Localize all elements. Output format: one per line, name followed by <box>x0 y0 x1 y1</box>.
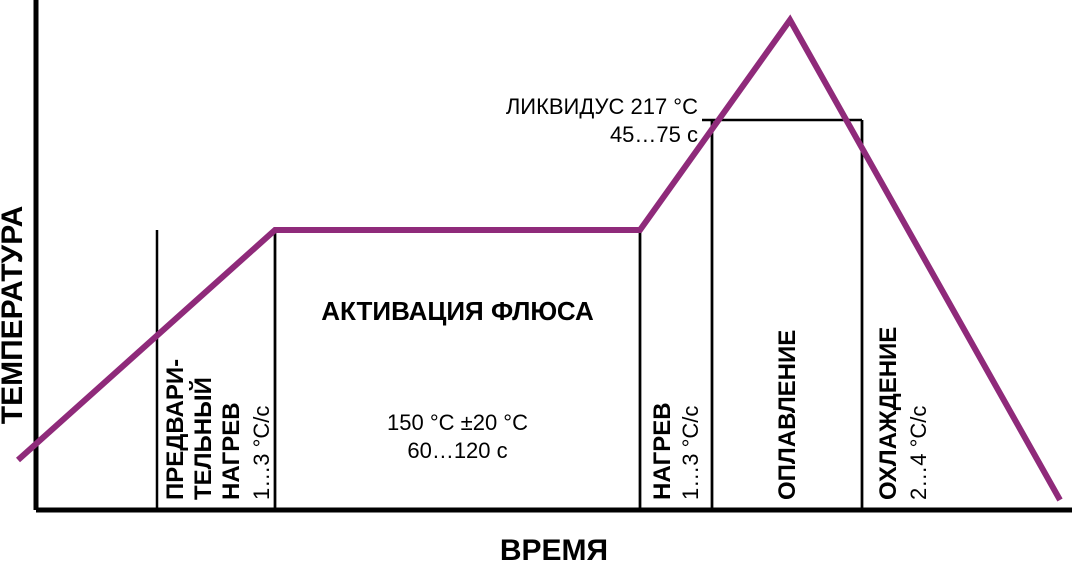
liquidus-label-1: ЛИКВИДУС 217 °C <box>506 94 698 119</box>
liquidus-label-2: 45…75 c <box>610 122 698 147</box>
zone-flux-detail: 60…120 c <box>407 438 507 463</box>
zone-reflow-label: ОПЛАВЛЕНИЕ <box>774 330 801 500</box>
reflow-profile-chart: ЛИКВИДУС 217 °C45…75 cПРЕДВАРИ-ТЕЛЬНЫЙНА… <box>0 0 1072 572</box>
y-axis-label: ТЕМПЕРАТУРА <box>0 206 29 424</box>
zone-preheat-label: НАГРЕВ <box>218 402 245 500</box>
zone-flux-detail: 150 °C ±20 °C <box>387 410 528 435</box>
zone-heat-label: НАГРЕВ <box>649 402 676 500</box>
zone-preheat-label: ПРЕДВАРИ- <box>162 359 189 500</box>
zone-cool-label: ОХЛАЖДЕНИЕ <box>875 327 902 500</box>
zone-cool-rate: 2…4 °C/c <box>906 406 931 500</box>
zone-heat-rate: 1…3 °C/c <box>678 406 703 500</box>
zone-preheat-label: ТЕЛЬНЫЙ <box>189 377 217 500</box>
zone-flux-label: АКТИВАЦИЯ ФЛЮСА <box>321 296 594 326</box>
zone-preheat-rate: 1…3 °C/c <box>249 406 274 500</box>
x-axis-label: ВРЕМЯ <box>500 534 608 567</box>
